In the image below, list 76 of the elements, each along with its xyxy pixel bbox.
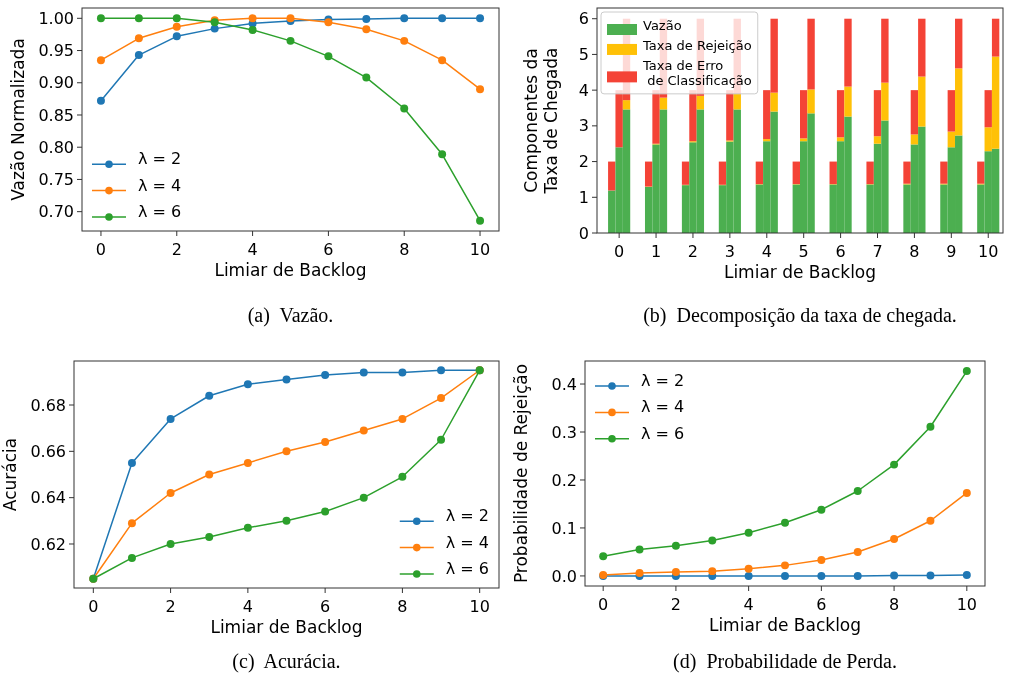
y-tick-label: 0.75 [38, 170, 74, 190]
legend-label: λ = 6 [445, 559, 489, 578]
x-tick-label: 10 [469, 597, 490, 616]
legend-label: λ = 2 [445, 506, 489, 526]
y-axis-title: Probabilidade de Rejeição [511, 363, 531, 584]
x-tick-label: 4 [242, 597, 253, 616]
y-tick-label: 0.64 [30, 488, 66, 508]
x-tick-label: 7 [872, 242, 883, 261]
x-axis-title: Limiar de Backlog [210, 617, 363, 637]
y-axis-title: Acurácia [0, 437, 20, 512]
legend-label: λ = 2 [641, 371, 685, 390]
x-tick-label: 1 [650, 242, 662, 261]
y-tick-label: 0.85 [38, 105, 74, 125]
y-tick-label: 1 [578, 187, 589, 207]
legend-label: Taxa de Rejeição [642, 37, 752, 53]
y-tick-label: 0.2 [551, 470, 577, 490]
legend-label: Vazão [643, 18, 682, 33]
x-tick-label: 6 [835, 242, 846, 261]
y-tick-label: 0.1 [551, 518, 577, 538]
x-tick-label: 9 [946, 242, 957, 261]
y-tick-label: 5 [578, 45, 589, 65]
y-tick-label: 0.0 [551, 566, 577, 586]
legend-label: λ = 6 [641, 423, 685, 443]
y-tick-label: 0.70 [38, 202, 74, 222]
x-tick-label: 0 [95, 240, 107, 259]
x-tick-label: 10 [956, 595, 977, 614]
x-tick-label: 6 [323, 240, 334, 259]
y-tick-label: 0.80 [38, 137, 74, 157]
x-tick-label: 0 [614, 242, 625, 261]
x-tick-label: 5 [798, 242, 809, 261]
x-tick-label: 2 [670, 595, 681, 614]
y-tick-label: 0.95 [38, 41, 74, 61]
x-tick-label: 8 [889, 595, 900, 614]
x-tick-label: 6 [816, 595, 827, 614]
text: (d) Probabilidade de Perda. [673, 650, 897, 673]
legend-label: λ = 2 [138, 149, 182, 169]
legend-label: λ = 4 [138, 175, 182, 195]
x-tick-label: 4 [761, 242, 772, 261]
y-tick-label: 0.4 [551, 374, 577, 394]
y-axis-title: Vazão Normalizada [8, 38, 28, 201]
x-tick-label: 8 [397, 597, 408, 616]
text: (b) Decomposição da taxa de chegada. [643, 304, 957, 327]
x-tick-label: 2 [165, 597, 176, 616]
y-tick-label: 2 [578, 152, 589, 172]
x-tick-label: 3 [724, 242, 735, 261]
x-axis-title: Limiar de Backlog [708, 615, 862, 635]
x-tick-label: 10 [469, 240, 491, 259]
y-tick-label: 0 [578, 223, 589, 243]
x-tick-label: 0 [598, 595, 609, 614]
x-tick-label: 8 [909, 242, 920, 261]
legend-label: Taxa de Erro de Classificação [642, 57, 752, 88]
legend-label: λ = 4 [641, 397, 685, 417]
x-tick-label: 2 [687, 242, 699, 261]
x-tick-label: 4 [743, 595, 754, 614]
legend-label: λ = 6 [138, 202, 182, 221]
y-tick-label: 6 [578, 9, 589, 29]
x-axis-title: Limiar de Backlog [214, 260, 367, 280]
x-tick-label: 2 [171, 240, 182, 259]
y-tick-label: 0.66 [30, 441, 66, 461]
y-tick-label: 0.62 [30, 534, 66, 554]
x-tick-label: 4 [247, 240, 258, 259]
y-tick-label: 3 [578, 116, 589, 136]
x-tick-label: 10 [978, 242, 999, 261]
y-tick-label: 0.3 [551, 422, 577, 442]
x-tick-label: 0 [88, 597, 99, 616]
y-tick-label: 4 [578, 80, 589, 100]
x-tick-label: 6 [320, 597, 331, 616]
text: (c) Acurácia. [232, 650, 341, 673]
text: (a) Vazão. [247, 304, 334, 327]
y-tick-label: 0.90 [38, 73, 74, 93]
x-axis-title: Limiar de Backlog [723, 262, 877, 282]
legend-label: λ = 4 [445, 532, 489, 552]
y-tick-label: 1.00 [38, 8, 74, 28]
y-tick-label: 0.68 [30, 395, 66, 415]
y-axis-title: Componentes da Taxa de Chegada [521, 47, 561, 195]
x-tick-label: 8 [399, 240, 410, 259]
